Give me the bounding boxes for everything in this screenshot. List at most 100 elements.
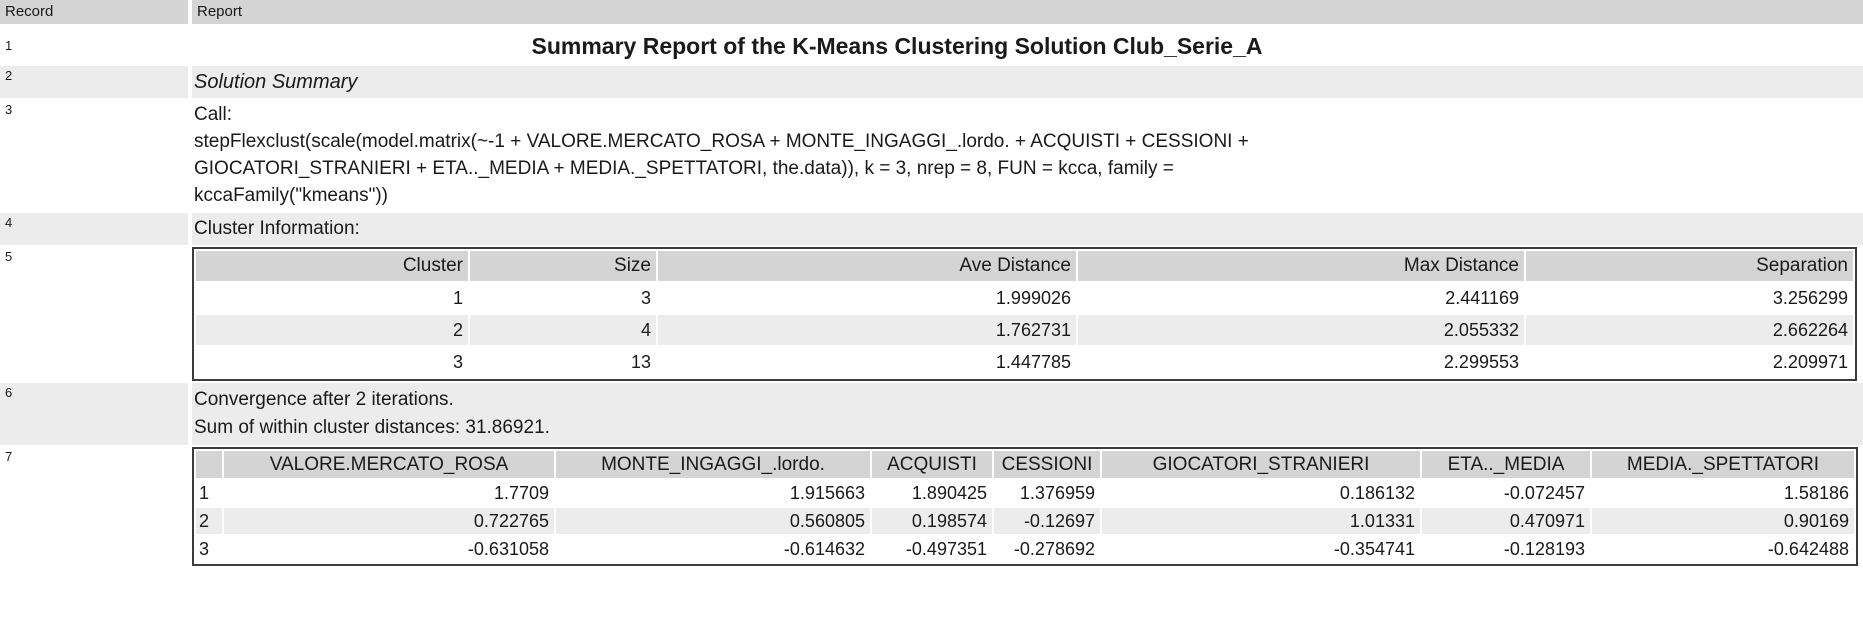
cell: -0.12697 bbox=[994, 508, 1100, 534]
record-number-cell: 7 bbox=[0, 447, 188, 566]
record-number-cell: 1 bbox=[0, 36, 188, 55]
col-header-cessioni: CESSIONI bbox=[994, 451, 1100, 478]
cell: 3 bbox=[452, 351, 463, 372]
cell: 3 bbox=[640, 287, 651, 308]
cell: 2.299553 bbox=[1443, 351, 1519, 372]
col-header-monte-ingaggi-lordo: MONTE_INGAGGI_.lordo. bbox=[556, 451, 870, 478]
cluster-centers-table: VALORE.MERCATO_ROSA MONTE_INGAGGI_.lordo… bbox=[192, 447, 1858, 566]
col-header-valore-mercato-rosa: VALORE.MERCATO_ROSA bbox=[224, 451, 554, 478]
convergence-block: Convergence after 2 iterations. Sum of w… bbox=[192, 383, 1863, 445]
report-title: Summary Report of the K-Means Clustering… bbox=[531, 32, 1263, 59]
cell: -0.278692 bbox=[1013, 538, 1095, 559]
record-number: 2 bbox=[5, 68, 13, 83]
cluster-information-table: Cluster Size Ave Distance Max Distance S… bbox=[192, 247, 1857, 381]
cell: 0.560805 bbox=[556, 508, 870, 534]
row-label: 1 bbox=[199, 482, 210, 503]
col-header-cluster: Cluster bbox=[196, 251, 468, 281]
column-header-row: Record Report bbox=[0, 0, 1863, 24]
cell: 1.915663 bbox=[789, 482, 865, 503]
table-row: 2 0.722765 0.560805 0.198574 -0.12697 1.… bbox=[196, 508, 1854, 534]
cell: 1.890425 bbox=[911, 482, 987, 503]
record-number-cell: 2 bbox=[0, 66, 188, 98]
cell: 4 bbox=[470, 315, 656, 345]
record-number: 4 bbox=[5, 215, 13, 230]
cell: 1.376959 bbox=[1019, 482, 1095, 503]
cell: -0.642488 bbox=[1767, 538, 1849, 559]
cell: 1.447785 bbox=[995, 351, 1071, 372]
cluster-table-header-row: Cluster Size Ave Distance Max Distance S… bbox=[196, 251, 1853, 281]
cell: -0.354741 bbox=[1333, 538, 1415, 559]
record-number: 7 bbox=[5, 449, 13, 464]
report-column-header: Report bbox=[192, 0, 1863, 24]
report-cell-title: Summary Report of the K-Means Clustering… bbox=[192, 27, 1863, 64]
cell: 1.999026 bbox=[995, 287, 1071, 308]
col-header-separation: Separation bbox=[1526, 251, 1853, 281]
cell: 1 bbox=[452, 287, 463, 308]
record-row-5[interactable]: 5 Cluster Size Ave Distance Max Distance… bbox=[0, 247, 1863, 381]
cell: 1.762731 bbox=[658, 315, 1076, 345]
cell: 0.722765 bbox=[224, 508, 554, 534]
record-number-cell: 3 bbox=[0, 100, 188, 211]
cell: 2.662264 bbox=[1526, 315, 1853, 345]
centers-table-container: VALORE.MERCATO_ROSA MONTE_INGAGGI_.lordo… bbox=[192, 447, 1863, 566]
record-number: 6 bbox=[5, 385, 13, 400]
cell: 2.209971 bbox=[1772, 351, 1848, 372]
record-column-header: Record bbox=[0, 0, 188, 24]
table-row: 3 -0.631058 -0.614632 -0.497351 -0.27869… bbox=[196, 536, 1854, 562]
record-row-6[interactable]: 6 Convergence after 2 iterations. Sum of… bbox=[0, 383, 1863, 445]
call-label: Call: bbox=[194, 104, 233, 125]
record-row-1[interactable]: 1 Summary Report of the K-Means Clusteri… bbox=[0, 26, 1863, 64]
table-row: 2 4 1.762731 2.055332 2.662264 bbox=[196, 315, 1853, 345]
cell: 0.186132 bbox=[1339, 482, 1415, 503]
cell: 1.7709 bbox=[493, 482, 549, 503]
col-header-ave-distance: Ave Distance bbox=[658, 251, 1076, 281]
record-number: 5 bbox=[5, 249, 13, 264]
cell: 0.470971 bbox=[1422, 508, 1590, 534]
cell: -0.128193 bbox=[1503, 538, 1585, 559]
col-header-acquisti: ACQUISTI bbox=[872, 451, 992, 478]
within-distance-line: Sum of within cluster distances: 31.8692… bbox=[194, 417, 550, 438]
cell: 3.256299 bbox=[1772, 287, 1848, 308]
col-header-size: Size bbox=[470, 251, 656, 281]
col-header-max-distance: Max Distance bbox=[1078, 251, 1524, 281]
cell: -0.072457 bbox=[1503, 482, 1585, 503]
table-row: 3 13 1.447785 2.299553 2.209971 bbox=[196, 347, 1853, 377]
cluster-table-container: Cluster Size Ave Distance Max Distance S… bbox=[192, 247, 1863, 381]
cell: 2 bbox=[196, 315, 468, 345]
table-row: 1 3 1.999026 2.441169 3.256299 bbox=[196, 283, 1853, 313]
cluster-information-heading: Cluster Information: bbox=[192, 213, 1863, 245]
solution-summary-heading: Solution Summary bbox=[192, 66, 1863, 98]
record-number: 3 bbox=[5, 102, 13, 117]
call-line-2: GIOCATORI_STRANIERI + ETA.._MEDIA + MEDI… bbox=[194, 158, 1174, 179]
record-row-2[interactable]: 2 Solution Summary bbox=[0, 66, 1863, 98]
cell: 0.198574 bbox=[872, 508, 992, 534]
cell: -0.614632 bbox=[783, 538, 865, 559]
cell: 1.58186 bbox=[1783, 482, 1849, 503]
centers-table-header-row: VALORE.MERCATO_ROSA MONTE_INGAGGI_.lordo… bbox=[196, 451, 1854, 478]
cell: 0.90169 bbox=[1592, 508, 1854, 534]
record-row-3[interactable]: 3 Call: stepFlexclust(scale(model.matrix… bbox=[0, 100, 1863, 211]
cell: 2.055332 bbox=[1078, 315, 1524, 345]
col-header-media-spettatori: MEDIA._SPETTATORI bbox=[1592, 451, 1854, 478]
cell: -0.631058 bbox=[467, 538, 549, 559]
cell: 1.01331 bbox=[1102, 508, 1420, 534]
row-label: 2 bbox=[196, 508, 222, 534]
record-row-4[interactable]: 4 Cluster Information: bbox=[0, 213, 1863, 245]
record-number: 1 bbox=[5, 37, 13, 53]
col-header-eta-media: ETA.._MEDIA bbox=[1422, 451, 1590, 478]
cell: 2.441169 bbox=[1445, 287, 1519, 308]
record-number-cell: 6 bbox=[0, 383, 188, 445]
cell: 13 bbox=[630, 351, 651, 372]
call-line-1: stepFlexclust(scale(model.matrix(~-1 + V… bbox=[194, 131, 1249, 152]
record-number-cell: 5 bbox=[0, 247, 188, 381]
cell: -0.497351 bbox=[905, 538, 987, 559]
col-header-giocatori-stranieri: GIOCATORI_STRANIERI bbox=[1102, 451, 1420, 478]
col-header-blank bbox=[196, 451, 222, 478]
record-number-cell: 4 bbox=[0, 213, 188, 245]
table-row: 1 1.7709 1.915663 1.890425 1.376959 0.18… bbox=[196, 480, 1854, 506]
convergence-line: Convergence after 2 iterations. bbox=[194, 389, 454, 410]
record-row-7[interactable]: 7 VALORE.MERCATO_ROSA MONTE_INGAGGI_.lor… bbox=[0, 447, 1863, 566]
call-line-3: kccaFamily("kmeans")) bbox=[194, 185, 389, 206]
row-label: 3 bbox=[199, 538, 210, 559]
